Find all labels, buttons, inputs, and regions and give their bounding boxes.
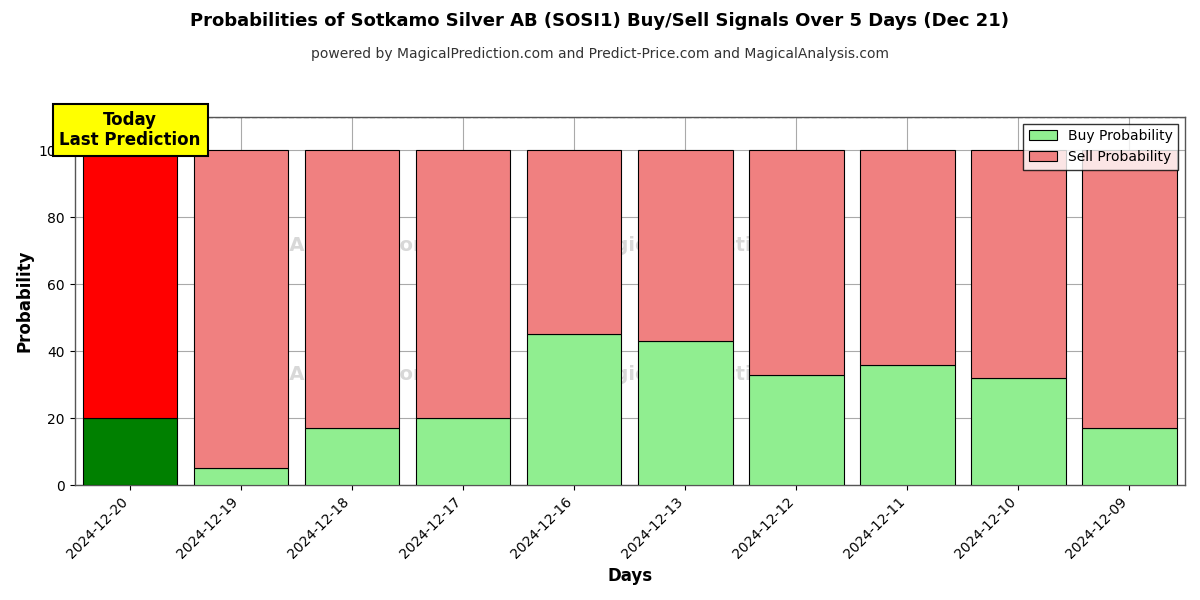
Bar <box>416 418 510 485</box>
Bar <box>749 374 844 485</box>
Bar <box>1082 150 1177 428</box>
Bar <box>305 428 400 485</box>
Bar <box>305 150 400 428</box>
Bar <box>860 365 955 485</box>
Bar <box>416 150 510 418</box>
Bar <box>194 469 288 485</box>
Text: MagicalAnalysis.com: MagicalAnalysis.com <box>205 236 433 255</box>
Bar <box>527 334 622 485</box>
Text: Today
Last Prediction: Today Last Prediction <box>60 110 200 149</box>
Text: MagicalAnalysis.com: MagicalAnalysis.com <box>205 365 433 384</box>
Bar <box>638 341 732 485</box>
Bar <box>194 150 288 469</box>
Bar <box>83 418 178 485</box>
Bar <box>638 150 732 341</box>
X-axis label: Days: Days <box>607 567 653 585</box>
Bar <box>860 150 955 365</box>
Text: MagicalPrediction.com: MagicalPrediction.com <box>583 365 833 384</box>
Bar <box>527 150 622 334</box>
Bar <box>971 150 1066 378</box>
Legend: Buy Probability, Sell Probability: Buy Probability, Sell Probability <box>1024 124 1178 170</box>
Text: Probabilities of Sotkamo Silver AB (SOSI1) Buy/Sell Signals Over 5 Days (Dec 21): Probabilities of Sotkamo Silver AB (SOSI… <box>191 12 1009 30</box>
Bar <box>971 378 1066 485</box>
Text: MagicalPrediction.com: MagicalPrediction.com <box>583 236 833 255</box>
Text: powered by MagicalPrediction.com and Predict-Price.com and MagicalAnalysis.com: powered by MagicalPrediction.com and Pre… <box>311 47 889 61</box>
Bar <box>749 150 844 374</box>
Bar <box>1082 428 1177 485</box>
Bar <box>83 150 178 418</box>
Y-axis label: Probability: Probability <box>16 250 34 352</box>
